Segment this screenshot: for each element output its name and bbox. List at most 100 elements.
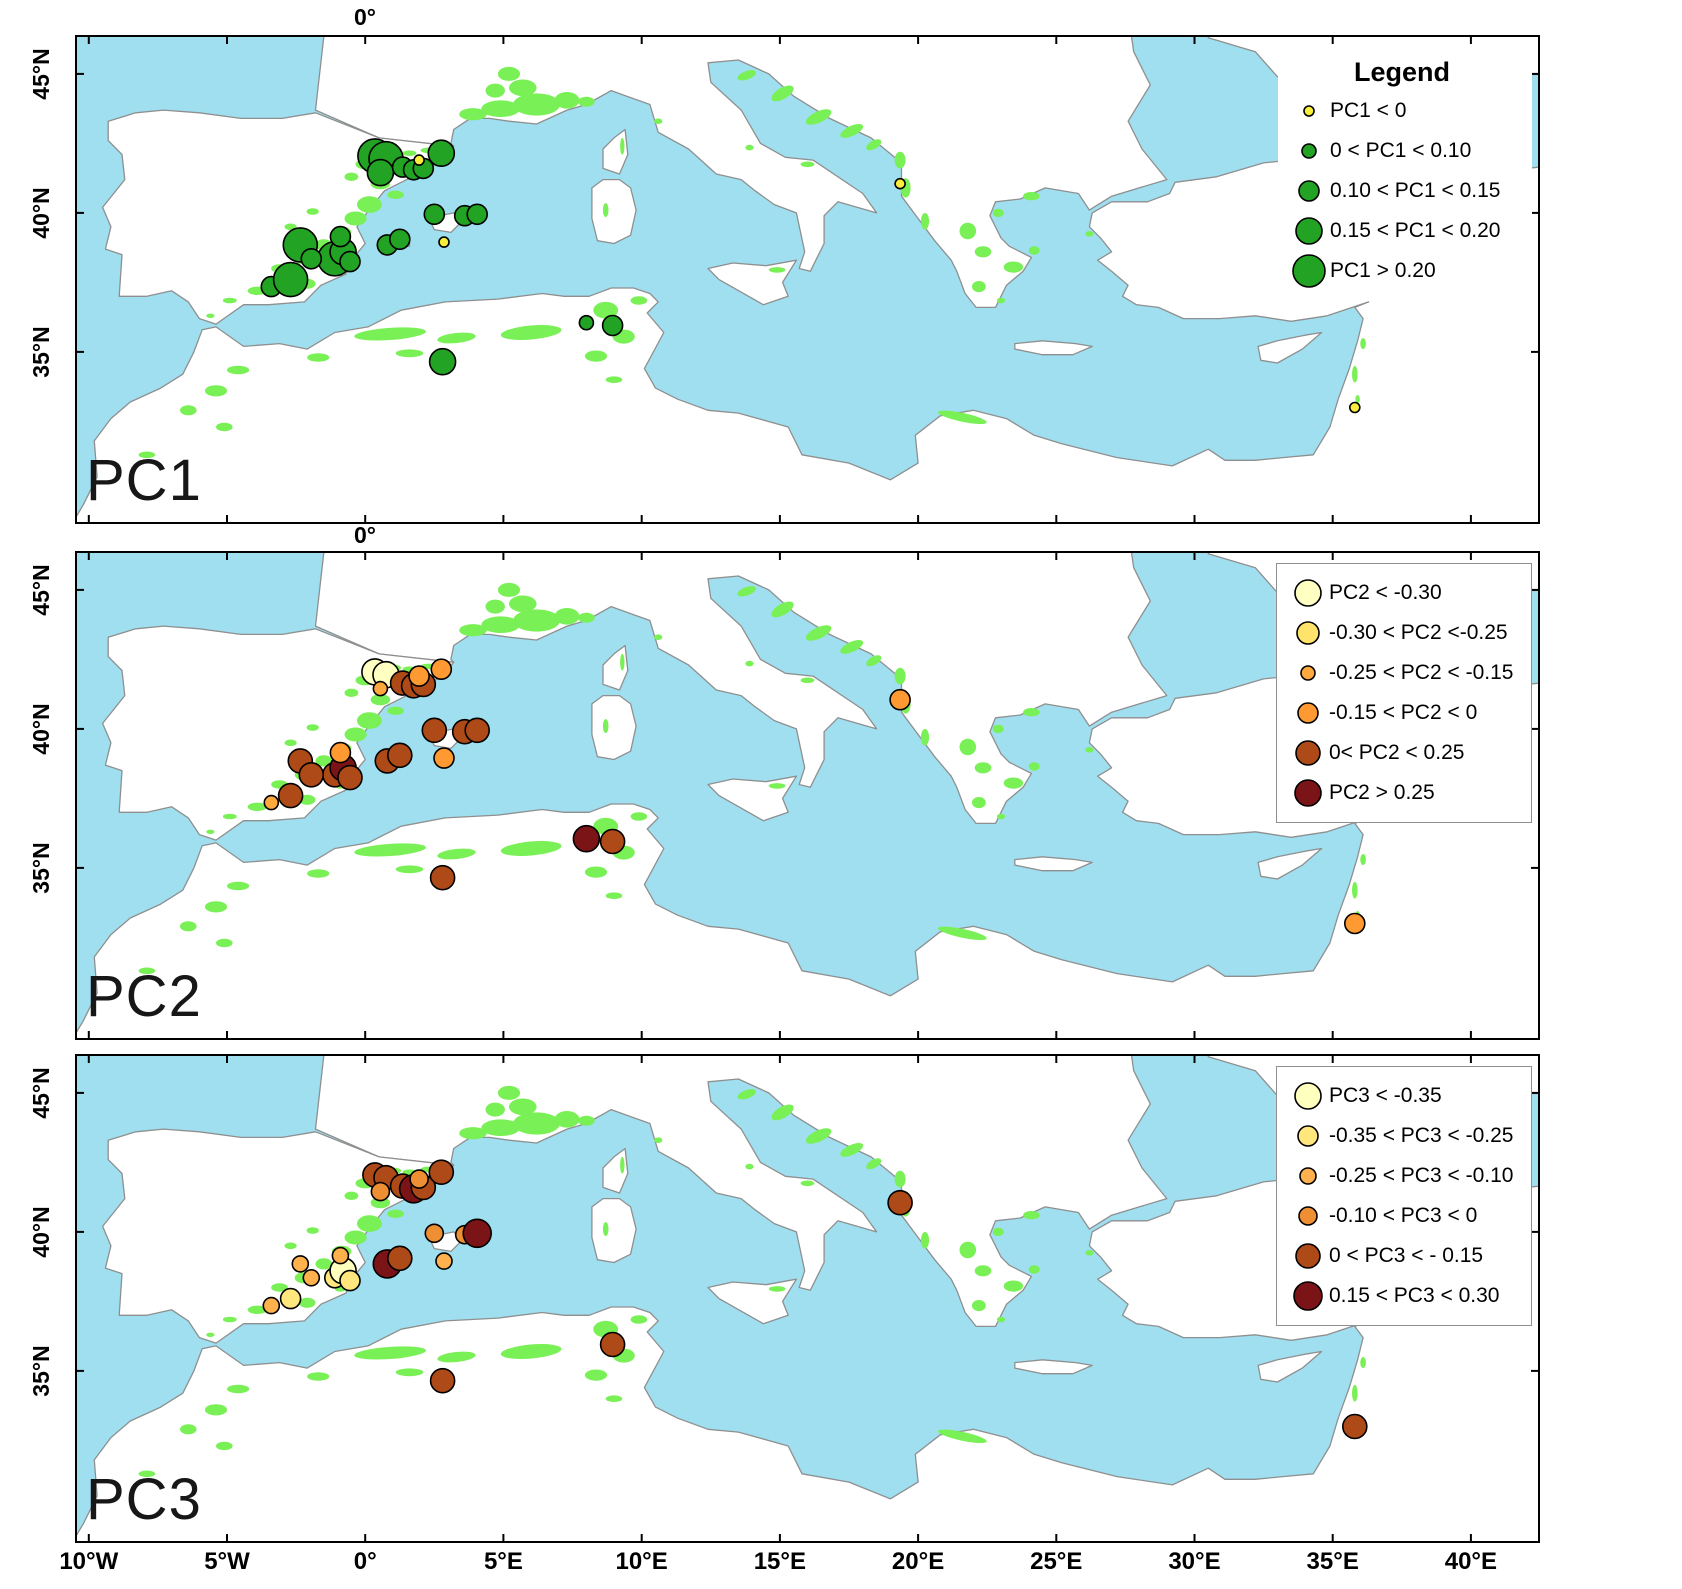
- habitat-patch: [593, 301, 619, 319]
- habitat-patch: [500, 325, 562, 340]
- lat-label-40n: 40°N: [28, 703, 54, 755]
- habitat-patch: [840, 639, 864, 654]
- habitat-patch: [204, 1404, 228, 1416]
- panel-frame: [75, 1054, 1540, 1543]
- lon-label-zero-mid: 0°: [354, 522, 376, 548]
- habitat-patch: [745, 1163, 754, 1170]
- habitat-patch: [620, 1156, 625, 1174]
- habitat-patch: [395, 349, 424, 358]
- habitat-patch: [357, 196, 382, 213]
- habitat-patch: [459, 1127, 487, 1140]
- habitat-patch: [481, 616, 520, 633]
- habitat-patch: [602, 719, 609, 734]
- sample-point: [262, 1296, 281, 1315]
- lon-tick-label: 5°E: [483, 1548, 523, 1575]
- lon-tick-label: 10°E: [615, 1548, 668, 1575]
- legend-items: PC1 < 0 0 < PC1 < 0.10 0.10 < PC1 < 0.15 0.…: [1288, 92, 1516, 290]
- habitat-patch: [138, 967, 156, 975]
- habitat-patch: [481, 1119, 520, 1136]
- habitat-patch: [315, 1258, 333, 1270]
- legend-item: 0 < PC3 < - 0.15: [1287, 1237, 1515, 1275]
- habitat-patch: [866, 655, 882, 667]
- habitat-patch: [387, 706, 404, 715]
- landmass: [591, 1197, 637, 1264]
- habitat-patch: [1003, 1280, 1024, 1292]
- legend-item: 0< PC2 < 0.25: [1287, 734, 1515, 772]
- habitat-patch: [497, 66, 521, 81]
- habitat-patch: [654, 118, 663, 124]
- habitat-patch: [972, 1300, 986, 1312]
- habitat-patch: [745, 144, 754, 151]
- map-pc2: [75, 551, 1540, 1040]
- habitat-patch: [996, 813, 1006, 820]
- legend-pc2: PC2 < -0.30 -0.30 < PC2 <-0.25 -0.25 < PC2…: [1276, 563, 1532, 823]
- habitat-patch: [497, 582, 521, 597]
- habitat-patch: [584, 866, 608, 878]
- panel-title-pc3: PC3: [86, 1467, 202, 1532]
- lat-label-45n: 45°N: [28, 48, 54, 100]
- habitat-patch: [271, 1283, 288, 1292]
- habitat-patch: [972, 797, 986, 809]
- habitat-patch: [497, 1085, 521, 1100]
- legend-item: PC1 > 0.20: [1288, 252, 1516, 290]
- habitat-patch: [992, 1227, 1004, 1237]
- habitat-patch: [395, 1368, 424, 1377]
- habitat-patch: [227, 1384, 250, 1394]
- habitat-patch: [180, 405, 197, 416]
- habitat-patch: [206, 313, 215, 318]
- legend-swatch-circle: [1287, 574, 1329, 612]
- legend-item-label: -0.15 < PC2 < 0: [1329, 701, 1478, 724]
- habitat-patch: [222, 297, 237, 304]
- habitat-patch: [578, 612, 595, 623]
- sample-point: [1342, 1413, 1368, 1440]
- legend-item: -0.25 < PC2 < -0.15: [1287, 654, 1515, 692]
- habitat-patch: [771, 601, 794, 618]
- habitat-patch: [840, 1142, 864, 1157]
- habitat-patch: [1003, 261, 1024, 273]
- habitat-patch: [344, 727, 367, 742]
- lon-tick-label: 0°: [353, 1548, 377, 1575]
- habitat-patch: [459, 108, 487, 121]
- legend-item: -0.10 < PC3 < 0: [1287, 1197, 1515, 1235]
- habitat-patch: [1352, 881, 1358, 899]
- habitat-patch: [654, 634, 663, 640]
- habitat-patch: [737, 70, 756, 81]
- lon-tick-label: 35°E: [1306, 1548, 1359, 1575]
- sample-point: [408, 665, 430, 687]
- habitat-patch: [206, 829, 215, 834]
- habitat-patch: [204, 385, 228, 397]
- sample-point: [372, 680, 389, 697]
- habitat-patch: [992, 724, 1004, 734]
- panel-frame: [75, 35, 1540, 524]
- legend-item-label: -0.30 < PC2 <-0.25: [1329, 621, 1508, 644]
- sample-point: [329, 225, 352, 248]
- habitat-patch: [387, 190, 404, 199]
- panel-frame: [75, 551, 1540, 1040]
- habitat-patch: [974, 1265, 992, 1277]
- legend-item: -0.30 < PC2 <-0.25: [1287, 614, 1515, 652]
- habitat-patch: [800, 677, 815, 684]
- habitat-patch: [584, 1369, 608, 1381]
- sample-point: [438, 236, 450, 248]
- habitat-patch: [1085, 747, 1094, 753]
- habitat-patch: [630, 812, 648, 821]
- habitat-patch: [216, 422, 233, 432]
- map-panel-pc1: 45°N 40°N 35°N PC1 Legend PC1 < 0 0 < PC1…: [0, 35, 1682, 524]
- landmass: [591, 178, 637, 245]
- habitat-patch: [996, 297, 1006, 304]
- sample-point: [433, 747, 455, 769]
- habitat-patch: [805, 625, 832, 641]
- legend-swatch-circle: [1287, 1277, 1329, 1315]
- lon-tick-label: 5°W: [204, 1548, 250, 1575]
- habitat-patch: [344, 1191, 359, 1200]
- habitat-patch: [805, 109, 832, 125]
- sample-point: [337, 764, 363, 791]
- sample-point: [889, 688, 911, 711]
- sample-point: [339, 250, 361, 273]
- legend-item-label: -0.25 < PC2 < -0.15: [1329, 661, 1514, 684]
- sample-point: [894, 177, 906, 190]
- habitat-patch: [138, 451, 156, 459]
- habitat-patch: [771, 1104, 794, 1121]
- sample-point: [1349, 401, 1361, 414]
- legend-item-label: PC1 < 0: [1330, 99, 1407, 122]
